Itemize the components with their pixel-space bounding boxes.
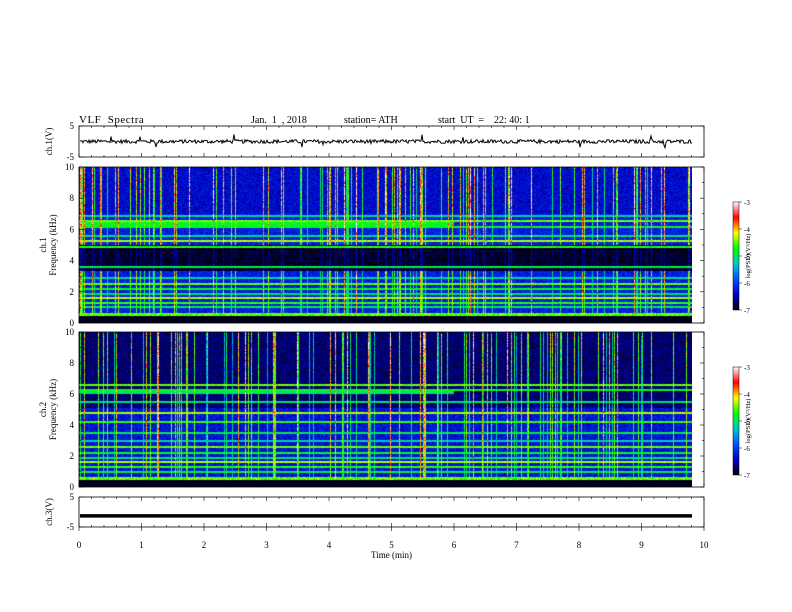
xtick-label: 10 — [700, 540, 710, 550]
colorbar-label: log(PSD)(V²/Hz) — [745, 234, 752, 279]
ch2-spectrogram-ylabel: ch.2 — [38, 402, 48, 417]
colorbar-1 — [732, 201, 740, 311]
ch3-waveform-frame — [78, 496, 705, 528]
ch1-spectrogram-ytick-label: 10 — [65, 162, 75, 172]
ch2-spectrogram-ytick-label: 6 — [70, 389, 75, 399]
ch1-spectrogram-ylabel: Frequency (kHz) — [48, 214, 58, 275]
xtick-label: 3 — [264, 540, 269, 550]
colorbar-2 — [732, 366, 740, 476]
ch1-spectrogram-ylabel: ch.1 — [38, 237, 48, 252]
chart-title: VLF Spectra — [79, 114, 145, 126]
date-label: Jan. 1 , 2018 — [251, 115, 307, 126]
ch1-spectrogram-ytick-label: 0 — [70, 318, 75, 328]
xtick-label: 6 — [452, 540, 457, 550]
colorbars: -3 -4 -5 -6 -7 log(PSD)(V²/Hz) -3 -4 -5 -6 -7 log(P… — [732, 199, 752, 480]
colorbar-tick-label: -3 — [744, 199, 750, 207]
ch2-spectrogram-ytick-label: 10 — [65, 327, 75, 337]
xaxis-label: Time (min) — [371, 550, 412, 560]
xtick-label: 1 — [139, 540, 144, 550]
ch1-spectrogram-ytick-label: 2 — [70, 287, 75, 297]
ch1-spectrogram-ytick-label: 8 — [70, 193, 75, 203]
colorbar-tick-label: -7 — [744, 472, 750, 480]
colorbar-tick-label: -6 — [744, 280, 750, 288]
station-label: station= ATH — [344, 115, 398, 126]
xtick-label: 0 — [77, 540, 82, 550]
ch2-spectrogram-ytick-label: 8 — [70, 358, 75, 368]
ch1-waveform-ytick-label: 5 — [70, 121, 75, 131]
ch2-spectrogram-ytick-label: 2 — [70, 451, 75, 461]
colorbar-tick-label: -7 — [744, 307, 750, 315]
ch2-spectrogram-ylabel: Frequency (kHz) — [48, 379, 58, 440]
ch3-waveform-ytick-label: 5 — [70, 492, 75, 502]
xtick-label: 5 — [389, 540, 394, 550]
start-time-label: start UT = 22: 40: 1 — [438, 115, 530, 126]
ch3-waveform-ytick-label: -5 — [67, 522, 75, 532]
colorbar-label: log(PSD)(V²/Hz) — [745, 399, 752, 444]
ch1-spectrogram-ytick-label: 4 — [70, 256, 75, 266]
panels — [79, 134, 693, 518]
colorbar-tick-label: -4 — [744, 226, 750, 234]
colorbar-tick-label: -5 — [744, 253, 750, 261]
colorbar-tick-label: -4 — [744, 391, 750, 399]
colorbar-tick-label: -3 — [744, 364, 750, 372]
xtick-label: 7 — [514, 540, 519, 550]
ch1-spectrogram-ytick-label: 6 — [70, 224, 75, 234]
ch2-spectrogram-image — [79, 332, 692, 487]
xtick-label: 2 — [202, 540, 207, 550]
colorbar-tick-label: -6 — [744, 445, 750, 453]
xtick-label: 9 — [639, 540, 644, 550]
ch1-waveform-ylabel: ch.1(V) — [44, 128, 54, 156]
ch1-waveform-ytick-label: -5 — [67, 152, 75, 162]
ch2-spectrogram-ytick-label: 0 — [70, 482, 75, 492]
ch1-spectrogram-image — [79, 167, 692, 323]
xtick-label: 4 — [327, 540, 332, 550]
ch1-waveform-trace — [79, 134, 693, 150]
ch2-spectrogram-ytick-label: 4 — [70, 420, 75, 430]
colorbar-tick-label: -5 — [744, 418, 750, 426]
ch3-waveform-ylabel: ch.3(V) — [44, 498, 54, 526]
xtick-label: 8 — [577, 540, 582, 550]
